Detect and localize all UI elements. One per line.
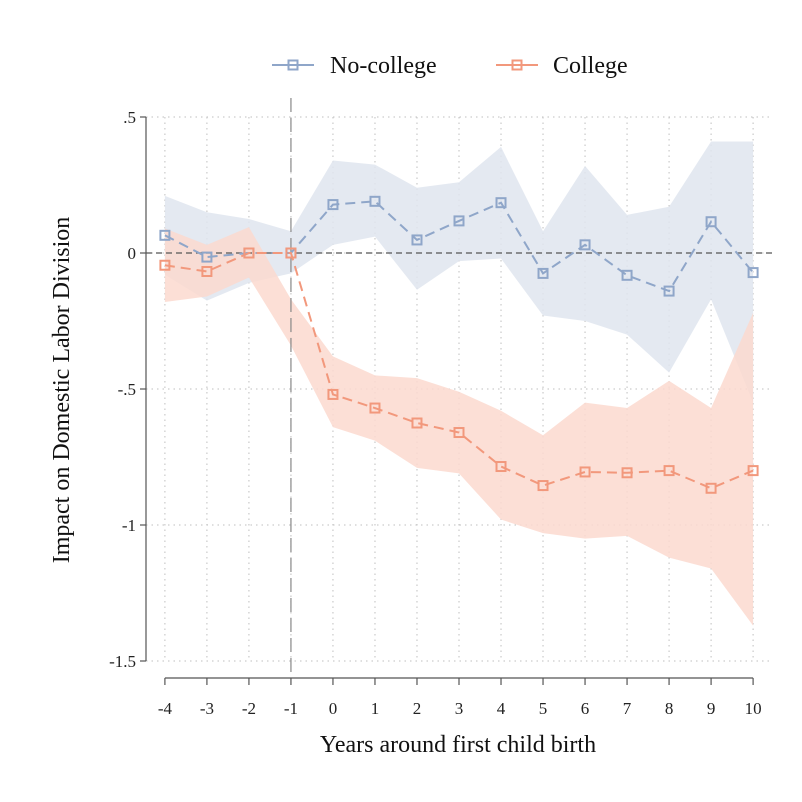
- axes: .5 0 -.5 -1 -1.5 -4 -3 -2 -1 0 1 2 3 4 5 6 7 8 9 10: [109, 108, 762, 718]
- x-tick-label-9: 5: [539, 699, 548, 718]
- data-point-no-college-5: [369, 195, 381, 207]
- data-point-no-college-12: [663, 285, 675, 297]
- y-tick-label-2: -.5: [118, 380, 136, 399]
- x-tick-label-3: -1: [284, 699, 298, 718]
- confidence-bands: [164, 141, 754, 626]
- data-point-college-10: [579, 466, 591, 478]
- confidence-band-no-college: [164, 141, 754, 403]
- x-tick-label-12: 8: [665, 699, 674, 718]
- data-point-no-college-10: [579, 239, 591, 251]
- data-point-college-6: [411, 417, 423, 429]
- x-tick-label-7: 3: [455, 699, 464, 718]
- x-tick-label-10: 6: [581, 699, 590, 718]
- legend-label-no-college: No-college: [330, 53, 437, 79]
- series-points: [159, 195, 759, 494]
- series-lines: [164, 200, 754, 490]
- y-tick-label-0: .5: [123, 108, 136, 127]
- data-point-college-0: [159, 259, 171, 271]
- legend-marker-college: [511, 59, 523, 71]
- data-point-college-2: [243, 247, 255, 259]
- x-tick-label-1: -3: [200, 699, 214, 718]
- data-point-college-14: [747, 465, 759, 477]
- data-point-college-5: [369, 402, 381, 414]
- data-point-no-college-9: [537, 267, 549, 279]
- y-tick-label-3: -1: [122, 516, 136, 535]
- data-point-college-12: [663, 465, 675, 477]
- x-tick-label-0: -4: [158, 699, 173, 718]
- data-point-college-4: [327, 388, 339, 400]
- data-point-no-college-6: [411, 234, 423, 246]
- x-tick-label-6: 2: [413, 699, 422, 718]
- data-point-no-college-4: [327, 199, 339, 211]
- x-axis-title: Years around first child birth: [320, 732, 596, 758]
- x-tick-label-14: 10: [745, 699, 762, 718]
- data-point-college-13: [705, 482, 717, 494]
- data-point-college-11: [621, 467, 633, 479]
- legend-item-no-college: No-college: [272, 53, 437, 79]
- data-point-college-9: [537, 480, 549, 492]
- legend-label-college: College: [553, 53, 628, 79]
- y-tick-label-4: -1.5: [109, 652, 136, 671]
- x-tick-label-5: 1: [371, 699, 380, 718]
- series-line-college: [164, 252, 754, 490]
- y-axis-title: Impact on Domestic Labor Division: [49, 217, 75, 564]
- data-point-no-college-14: [747, 267, 759, 279]
- data-point-college-3: [285, 247, 297, 259]
- data-point-college-7: [453, 427, 465, 439]
- x-tick-label-11: 7: [623, 699, 632, 718]
- y-tick-label-1: 0: [128, 244, 137, 263]
- confidence-band-college: [164, 227, 754, 626]
- legend-marker-no-college: [287, 59, 299, 71]
- legend-item-college: College: [496, 53, 628, 79]
- x-tick-label-2: -2: [242, 699, 256, 718]
- x-tick-label-13: 9: [707, 699, 716, 718]
- data-point-college-1: [201, 265, 213, 277]
- data-point-no-college-0: [159, 229, 171, 241]
- data-point-college-8: [495, 461, 507, 473]
- data-point-no-college-8: [495, 197, 507, 209]
- x-tick-label-4: 0: [329, 699, 338, 718]
- data-point-no-college-1: [201, 251, 213, 263]
- data-point-no-college-7: [453, 215, 465, 227]
- data-point-no-college-13: [705, 216, 717, 228]
- data-point-no-college-11: [621, 269, 633, 281]
- legend: No-college College: [272, 53, 628, 79]
- x-tick-label-8: 4: [497, 699, 506, 718]
